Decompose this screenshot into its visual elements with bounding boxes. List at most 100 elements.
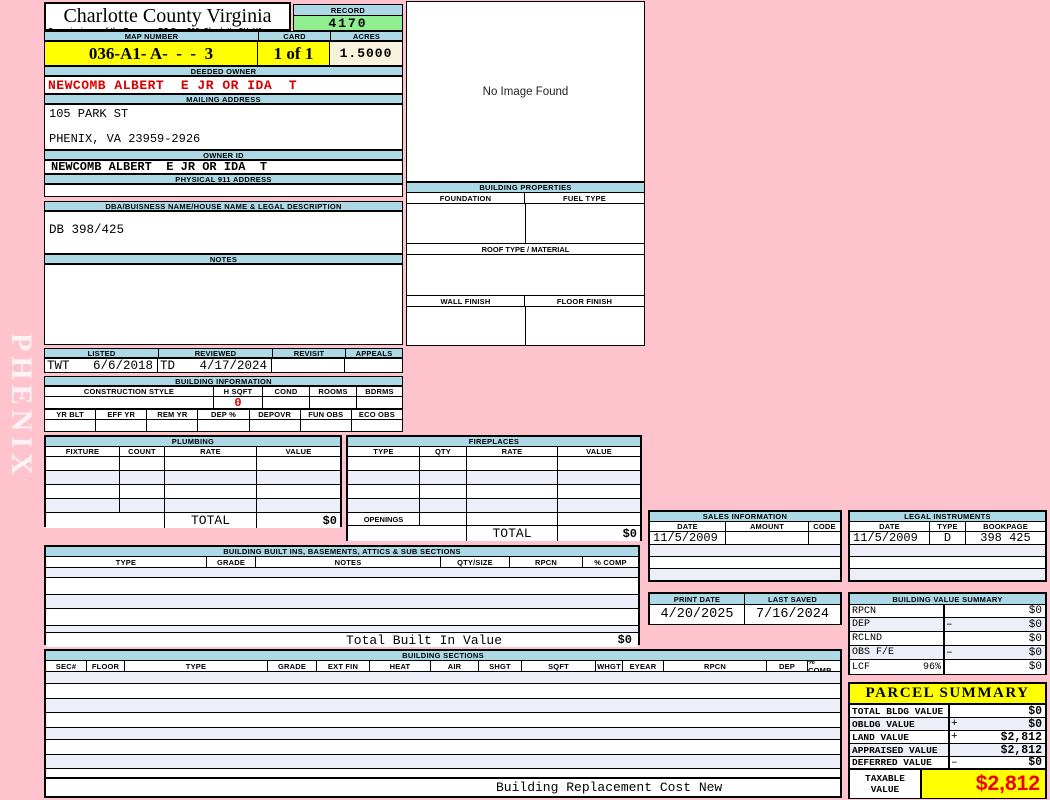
owner-id-value: NEWCOMB ALBERT E JR OR IDA T: [44, 160, 403, 174]
notes-box: [44, 264, 403, 345]
table-row: [46, 568, 638, 578]
bookpage-header: BOOKPAGE: [983, 522, 1028, 531]
address-line-2: PHENIX, VA 23959-2926: [49, 132, 201, 146]
effyr-header: EFF YR: [96, 410, 148, 419]
table-row: [348, 457, 640, 471]
table-row: [46, 769, 840, 777]
floor-finish-header: FLOOR FINISH: [556, 296, 613, 306]
summary-row: APPRAISED VALUE $2,812: [850, 744, 1045, 757]
table-row: [46, 740, 840, 755]
deferred-value-label: DEFERRED VALUE: [850, 757, 950, 768]
openings-label: OPENINGS: [348, 513, 420, 525]
table-row: [650, 569, 840, 580]
type-header: TYPE: [125, 661, 268, 671]
rooms-header: ROOMS: [310, 387, 357, 396]
lcf-value: $0: [1028, 661, 1042, 673]
taxable-value: $2,812: [922, 770, 1045, 798]
summary-row: OBLDG VALUE + $0: [850, 718, 1045, 731]
record-box: RECORD 4170: [293, 4, 403, 31]
county-watermark: PHENIX: [5, 333, 38, 480]
built-ins-header-row: TYPE GRADE NOTES QTY/SIZE RPCN % COMP: [46, 557, 638, 568]
depovr-header: DEPOVR: [250, 410, 301, 419]
summary-row: RCLND $0: [850, 632, 1045, 646]
value-header: VALUE: [586, 447, 612, 456]
table-row: [850, 569, 1045, 580]
revisit-header: REVISIT: [273, 349, 346, 357]
building-info-values-1: 0: [44, 396, 403, 409]
wall-floor-header-row: WALL FINISH FLOOR FINISH: [407, 296, 644, 307]
review-header-row: LISTED REVIEWED REVISIT APPEALS: [44, 348, 403, 358]
operator: +: [951, 718, 958, 730]
foundation-header: FOUNDATION: [407, 193, 525, 203]
cond-value: [263, 397, 310, 408]
dep-label: DEP: [850, 618, 945, 631]
wall-floor-values: [407, 307, 644, 345]
building-sections-title: BUILDING SECTIONS: [46, 651, 840, 661]
building-properties-panel: BUILDING PROPERTIES FOUNDATION FUEL TYPE…: [406, 182, 645, 346]
summary-row: DEP – $0: [850, 618, 1045, 632]
date-header: DATE: [650, 522, 726, 531]
legal-bookpage: 398 425: [980, 532, 1031, 544]
deeded-owner-value: NEWCOMB ALBERT E JR OR IDA T: [44, 76, 403, 94]
obldg-value: $0: [1028, 717, 1042, 731]
fireplaces-total-value: $0: [622, 526, 637, 541]
comp-header: % COMP: [594, 557, 627, 567]
parcel-summary-title: PARCEL SUMMARY: [850, 684, 1045, 705]
heat-header: HEAT: [370, 661, 431, 671]
operator: –: [951, 756, 958, 769]
wall-finish-header: WALL FINISH: [407, 296, 525, 306]
land-value: $2,812: [1000, 730, 1042, 744]
listed-header: LISTED: [45, 349, 159, 357]
sales-title: SALES INFORMATION: [650, 512, 840, 522]
plumbing-total-label: TOTAL: [165, 513, 257, 528]
summary-row: LAND VALUE + $2,812: [850, 731, 1045, 744]
air-header: AIR: [431, 661, 479, 671]
parcel-summary-panel: PARCEL SUMMARY TOTAL BLDG VALUE $0 OBLDG…: [848, 682, 1047, 799]
deferred-value: $0: [1028, 756, 1042, 769]
record-value: 4170: [293, 16, 403, 31]
physical-address-label: PHYSICAL 911 ADDRESS: [44, 174, 403, 184]
summary-row: DEFERRED VALUE – $0: [850, 756, 1045, 770]
table-row: [46, 626, 638, 633]
legal-row: 11/5/2009 D 398 425: [850, 532, 1045, 545]
cell: [147, 420, 199, 431]
plumbing-table: PLUMBING FIXTURE COUNT RATE VALUE TOTAL …: [44, 435, 342, 528]
notes-header: NOTES: [256, 557, 441, 567]
print-date-value: 4/20/2025: [650, 605, 745, 624]
table-row: [46, 713, 840, 728]
legal-instruments-table: LEGAL INSTRUMENTS DATE TYPE BOOKPAGE 11/…: [848, 510, 1047, 582]
operator: –: [946, 646, 953, 659]
dep-pct-header: DEP %: [198, 410, 250, 419]
card-value: 1 of 1: [258, 42, 330, 65]
rpcn-header: RPCN: [664, 661, 767, 671]
amount-header: AMOUNT: [726, 522, 809, 531]
built-ins-total-label: Total Built In Value: [346, 632, 503, 648]
bdrms-header: BDRMS: [365, 387, 394, 396]
fireplaces-title: FIREPLACES: [348, 437, 640, 447]
listed-by: TWT: [47, 359, 70, 372]
sales-information-table: SALES INFORMATION DATE AMOUNT CODE 11/5/…: [648, 510, 842, 582]
fireplaces-total-label: TOTAL: [467, 526, 558, 541]
summary-row: TOTAL BLDG VALUE $0: [850, 705, 1045, 718]
land-value-label: LAND VALUE: [850, 731, 950, 743]
no-image-message: No Image Found: [482, 85, 569, 98]
rclnd-label: RCLND: [850, 632, 945, 645]
table-row: [46, 728, 840, 740]
funobs-header: FUN OBS: [301, 410, 352, 419]
cell: [301, 420, 352, 431]
cell: [96, 420, 148, 431]
cell: [250, 420, 301, 431]
mailing-address-label: MAILING ADDRESS: [44, 94, 403, 104]
hsqft-value: 0: [214, 397, 263, 408]
county-header: Charlotte County Virginia Commissioner o…: [44, 2, 291, 35]
legal-type: D: [930, 532, 966, 544]
sale-date: 11/5/2009: [650, 532, 726, 544]
cell: [352, 420, 402, 431]
rooms-value: [310, 397, 357, 408]
parcel-header-row: MAP NUMBER CARD ACRES: [44, 31, 403, 41]
remyr-header: REM YR: [147, 410, 199, 419]
grade-header: GRADE: [207, 557, 256, 567]
taxable-value-label: TAXABLE VALUE: [850, 770, 922, 798]
building-value-summary: BUILDING VALUE SUMMARY RPCN $0 DEP – $0 R…: [848, 592, 1047, 675]
table-row: [850, 557, 1045, 569]
